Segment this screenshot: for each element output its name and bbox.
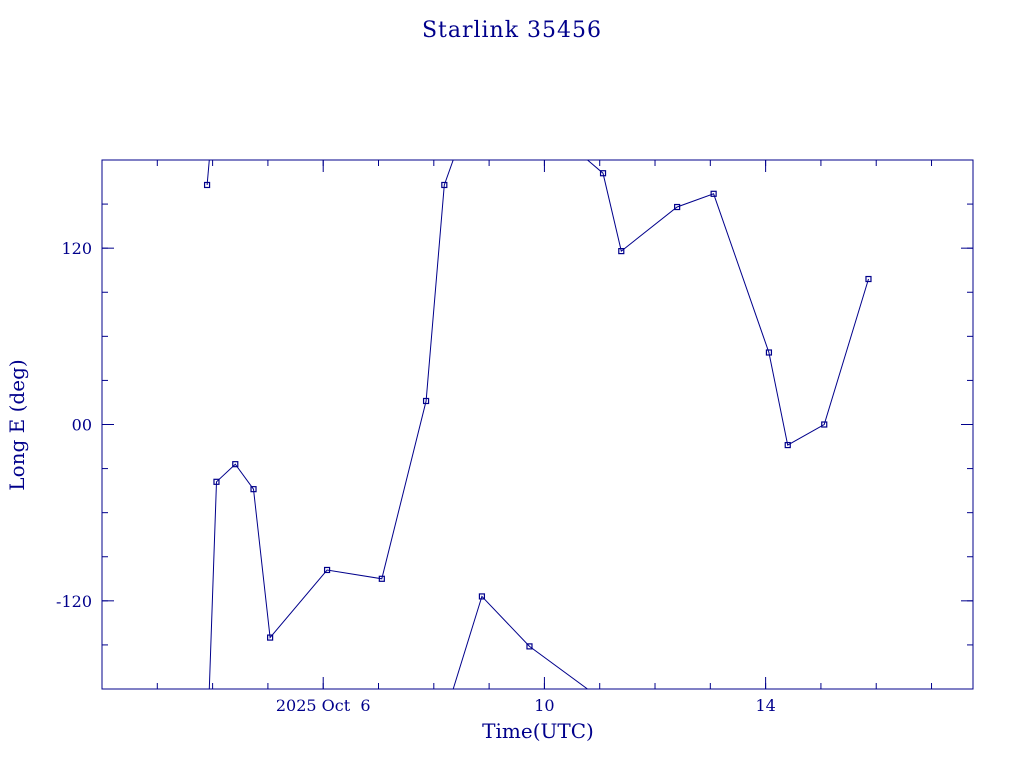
x-tick-label: 2025 Oct 6	[276, 696, 371, 715]
data-point	[378, 575, 385, 582]
data-point	[267, 634, 274, 641]
series-group	[203, 160, 872, 689]
data-point	[478, 593, 486, 600]
data-point	[784, 441, 791, 449]
chart-title: Starlink 35456	[422, 18, 602, 43]
y-axis-label: Long E (deg)	[5, 359, 29, 490]
data-point	[250, 486, 257, 493]
data-point	[526, 643, 533, 650]
y-tick-label: 00	[72, 416, 92, 435]
x-tick-label: 10	[534, 696, 554, 715]
data-point	[213, 478, 220, 485]
data-point	[232, 461, 239, 468]
series-line	[587, 160, 869, 446]
data-point	[441, 181, 448, 189]
series-line	[206, 160, 210, 186]
data-point	[203, 181, 211, 189]
data-point	[422, 397, 430, 405]
data-point	[765, 349, 773, 356]
data-point	[710, 190, 717, 197]
minor-ticks	[102, 160, 973, 689]
x-tick-label: 14	[755, 696, 775, 715]
data-point	[599, 170, 607, 177]
data-point	[865, 275, 872, 283]
y-tick-label: -120	[56, 592, 92, 611]
series-line	[208, 160, 454, 689]
data-point	[618, 248, 625, 255]
data-point	[821, 421, 828, 428]
data-point	[674, 203, 681, 211]
y-tick-label: 120	[61, 239, 92, 258]
data-point	[323, 566, 331, 574]
plot-frame	[101, 159, 974, 690]
x-axis-label: Time(UTC)	[482, 719, 594, 743]
y-axis: 120 00 -120	[56, 239, 973, 611]
x-axis: 2025 Oct 6 10 14	[276, 160, 776, 715]
series-line	[452, 595, 588, 689]
